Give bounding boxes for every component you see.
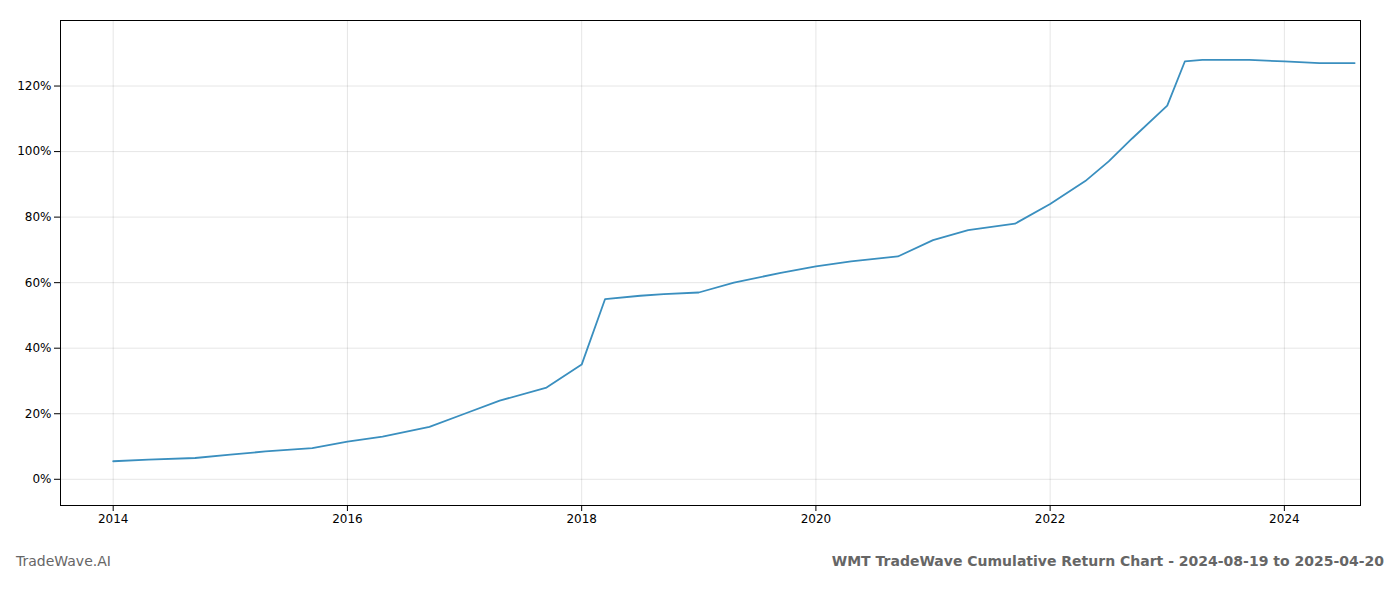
svg-text:2020: 2020 <box>801 512 832 526</box>
svg-text:20%: 20% <box>25 407 52 421</box>
html-text:TradeWave.AI: TradeWave.AI <box>16 553 111 569</box>
svg-text:2014: 2014 <box>98 512 129 526</box>
html-text:WMT TradeWave Cumulative Retur: WMT TradeWave Cumulative Return Chart - … <box>831 553 1384 569</box>
svg-text:60%: 60% <box>25 276 52 290</box>
svg-text:40%: 40% <box>25 341 52 355</box>
svg-text:0%: 0% <box>32 472 51 486</box>
svg-text:100%: 100% <box>17 144 51 158</box>
svg-text:2022: 2022 <box>1035 512 1066 526</box>
svg-text:2016: 2016 <box>332 512 363 526</box>
svg-text:80%: 80% <box>25 210 52 224</box>
svg-text:2018: 2018 <box>566 512 597 526</box>
svg-text:120%: 120% <box>17 79 51 93</box>
svg-text:2024: 2024 <box>1269 512 1300 526</box>
